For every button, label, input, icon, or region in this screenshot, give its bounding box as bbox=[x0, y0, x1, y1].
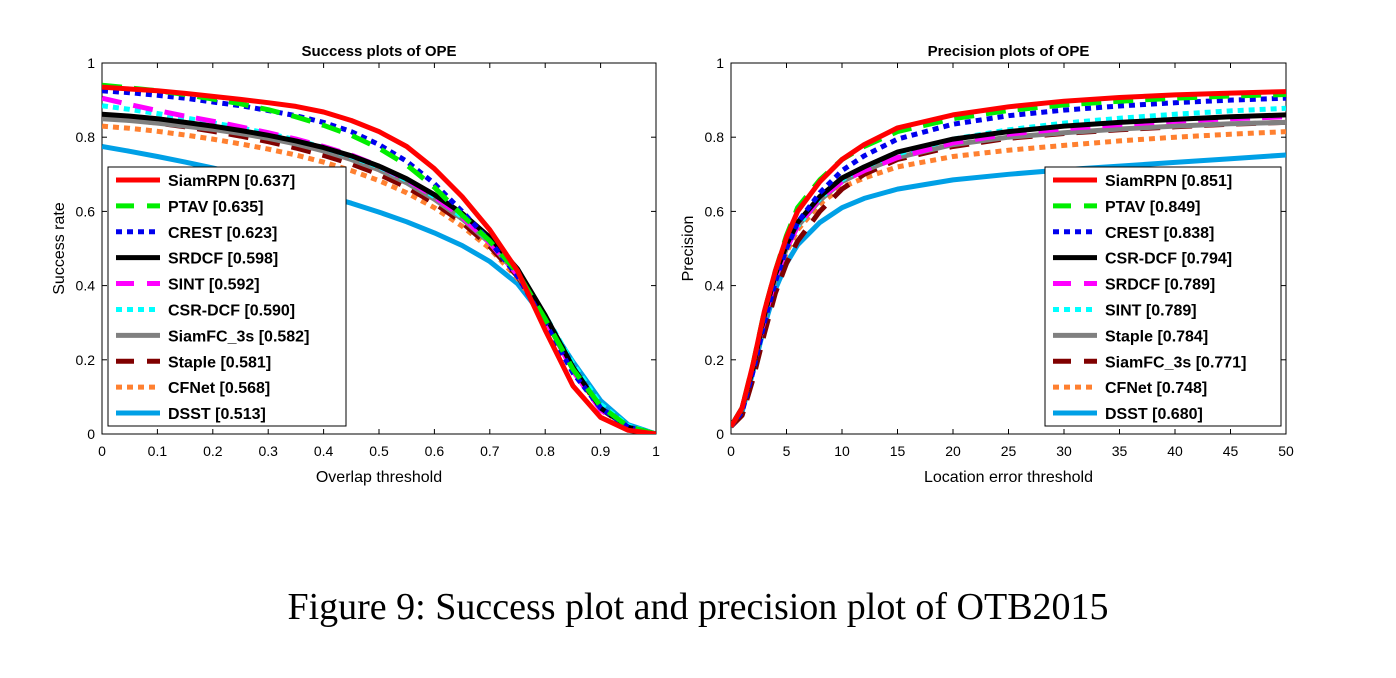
legend-box bbox=[107, 166, 347, 427]
legend-label: SiamFC_3s [0.771] bbox=[1105, 354, 1246, 371]
x-tick-label: 10 bbox=[834, 443, 850, 459]
y-tick-label: 0.8 bbox=[705, 129, 725, 145]
x-axis-label: Overlap threshold bbox=[316, 469, 442, 486]
legend-label: CREST [0.623] bbox=[168, 225, 277, 242]
x-tick-label: 0.1 bbox=[148, 443, 168, 459]
chart-title: Success plots of OPE bbox=[301, 43, 456, 60]
x-tick-label: 0.3 bbox=[258, 443, 278, 459]
legend-label: SiamRPN [0.851] bbox=[1105, 173, 1232, 190]
legend-label: PTAV [0.849] bbox=[1105, 199, 1200, 216]
legend-label: CFNet [0.568] bbox=[168, 380, 270, 397]
legend-label: SRDCF [0.789] bbox=[1105, 277, 1215, 294]
legend-label: CREST [0.838] bbox=[1105, 225, 1214, 242]
y-tick-label: 0 bbox=[716, 426, 724, 442]
x-tick-label: 0.8 bbox=[535, 443, 555, 459]
x-tick-label: 0.9 bbox=[591, 443, 611, 459]
y-tick-label: 0.2 bbox=[76, 352, 96, 368]
x-tick-label: 5 bbox=[783, 443, 791, 459]
legend-label: Staple [0.581] bbox=[168, 354, 271, 371]
legend: SiamRPN [0.637] PTAV [0.635] CREST [0.623]… bbox=[107, 166, 347, 427]
x-tick-label: 20 bbox=[945, 443, 961, 459]
legend-label: SINT [0.789] bbox=[1105, 302, 1197, 319]
x-tick-label: 0.2 bbox=[203, 443, 223, 459]
x-tick-label: 0.6 bbox=[425, 443, 445, 459]
legend-label: CSR-DCF [0.590] bbox=[168, 302, 295, 319]
series-line bbox=[731, 89, 1286, 428]
y-tick-label: 0 bbox=[87, 426, 95, 442]
x-tick-label: 50 bbox=[1278, 443, 1294, 459]
legend-label: SINT [0.592] bbox=[168, 277, 260, 294]
legend: SiamRPN [0.851] PTAV [0.849] CREST [0.838]… bbox=[1044, 166, 1282, 427]
y-tick-label: 0.8 bbox=[76, 129, 96, 145]
legend-label: CSR-DCF [0.794] bbox=[1105, 251, 1232, 268]
legend-label: SiamFC_3s [0.582] bbox=[168, 328, 309, 345]
legend-label: PTAV [0.635] bbox=[168, 199, 263, 216]
y-tick-label: 0.2 bbox=[705, 352, 725, 368]
y-axis-label: Precision bbox=[680, 216, 697, 282]
x-tick-label: 25 bbox=[1001, 443, 1017, 459]
series-line bbox=[102, 88, 656, 434]
legend-label: CFNet [0.748] bbox=[1105, 380, 1207, 397]
x-tick-label: 0 bbox=[98, 443, 106, 459]
legend-box bbox=[1044, 166, 1282, 427]
figure-charts: Success plots of OPE 0 0.1 0.2 0.3 0.4 0.5 0.6 0… bbox=[51, 43, 1294, 486]
x-tick-label: 45 bbox=[1223, 443, 1239, 459]
series-lines bbox=[731, 89, 1286, 429]
x-tick-label: 0.7 bbox=[480, 443, 500, 459]
x-tick-label: 0.5 bbox=[369, 443, 389, 459]
legend-label: SiamRPN [0.637] bbox=[168, 173, 295, 190]
y-tick-label: 1 bbox=[716, 55, 724, 71]
x-tick-label: 15 bbox=[890, 443, 906, 459]
legend-label: Staple [0.784] bbox=[1105, 328, 1208, 345]
legend-label: DSST [0.680] bbox=[1105, 406, 1203, 423]
y-tick-label: 0.4 bbox=[76, 278, 96, 294]
x-tick-label: 0 bbox=[727, 443, 735, 459]
x-tick-label: 0.4 bbox=[314, 443, 334, 459]
series-line bbox=[102, 84, 656, 434]
x-axis-label: Location error threshold bbox=[924, 469, 1093, 486]
legend-label: SRDCF [0.598] bbox=[168, 251, 278, 268]
x-tick-label: 30 bbox=[1056, 443, 1072, 459]
legend-label: DSST [0.513] bbox=[168, 406, 266, 423]
y-tick-label: 0.6 bbox=[76, 203, 96, 219]
y-tick-label: 1 bbox=[87, 55, 95, 71]
y-tick-label: 0.4 bbox=[705, 278, 725, 294]
y-axis-label: Success rate bbox=[51, 202, 68, 295]
series-line bbox=[102, 103, 656, 434]
x-tick-label: 35 bbox=[1112, 443, 1128, 459]
series-lines bbox=[102, 82, 656, 434]
x-tick-label: 40 bbox=[1167, 443, 1183, 459]
chart-title: Precision plots of OPE bbox=[928, 43, 1090, 60]
x-tick-label: 1 bbox=[652, 443, 660, 459]
chart-1: Success plots of OPE 0 0.1 0.2 0.3 0.4 0.5 0.6 0… bbox=[51, 43, 660, 486]
y-tick-label: 0.6 bbox=[705, 203, 725, 219]
figure-caption: Figure 9: Success plot and precision plo… bbox=[287, 586, 1109, 628]
